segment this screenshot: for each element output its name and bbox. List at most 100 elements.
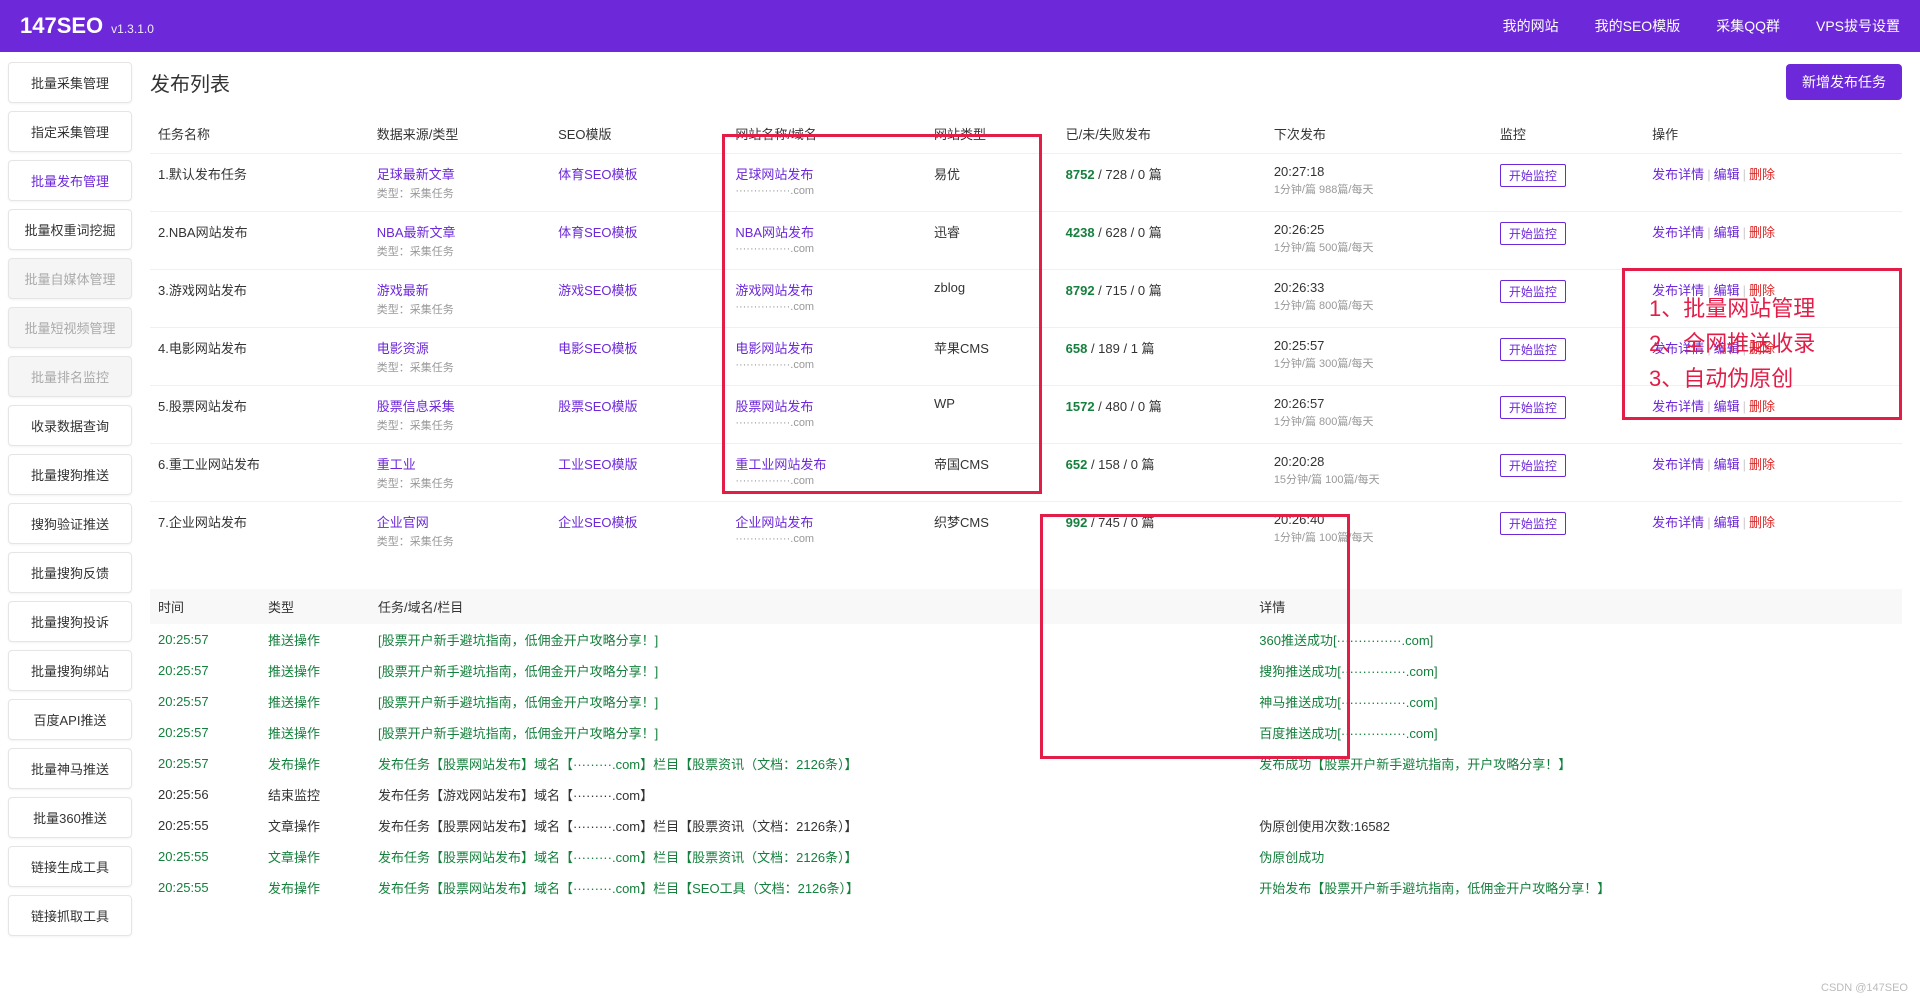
start-monitor-button[interactable]: 开始监控: [1500, 222, 1566, 245]
template-link[interactable]: 工业SEO模版: [558, 457, 637, 472]
log-detail: 搜狗推送成功[···············.com]: [1251, 655, 1902, 686]
template-link[interactable]: 电影SEO模板: [558, 341, 637, 356]
data-source: 足球最新文章类型：采集任务: [369, 154, 550, 212]
data-source: 企业官网类型：采集任务: [369, 502, 550, 560]
detail-link[interactable]: 发布详情: [1652, 225, 1704, 240]
monitor-cell: 开始监控: [1492, 444, 1644, 502]
log-detail: 发布成功【股票开户新手避坑指南，开户攻略分享！】: [1251, 748, 1902, 779]
start-monitor-button[interactable]: 开始监控: [1500, 338, 1566, 361]
detail-link[interactable]: 发布详情: [1652, 457, 1704, 472]
col-3: 网站名称/域名: [727, 114, 926, 154]
log-row: 20:25:57推送操作[股票开户新手避坑指南，低佣金开户攻略分享！]360推送…: [150, 624, 1902, 655]
source-link[interactable]: 股票信息采集: [377, 399, 455, 414]
seo-template: 体育SEO模板: [550, 154, 727, 212]
start-monitor-button[interactable]: 开始监控: [1500, 454, 1566, 477]
log-time: 20:25:57: [150, 717, 260, 748]
start-monitor-button[interactable]: 开始监控: [1500, 164, 1566, 187]
watermark: CSDN @147SEO: [1821, 982, 1908, 994]
site-link[interactable]: 电影网站发布: [735, 341, 813, 356]
delete-link[interactable]: 删除: [1749, 225, 1775, 240]
version: v1.3.1.0: [111, 22, 154, 36]
col-4: 网站类型: [926, 114, 1058, 154]
template-link[interactable]: 企业SEO模板: [558, 515, 637, 530]
sidebar-item-3[interactable]: 批量权重词挖掘: [8, 209, 132, 250]
start-monitor-button[interactable]: 开始监控: [1500, 512, 1566, 535]
log-detail: [1251, 779, 1902, 810]
site-link[interactable]: 游戏网站发布: [735, 283, 813, 298]
site-type: 苹果CMS: [926, 328, 1058, 386]
sidebar-item-10[interactable]: 批量搜狗反馈: [8, 552, 132, 593]
sidebar-item-2[interactable]: 批量发布管理: [8, 160, 132, 201]
publish-count: 652 / 158 / 0 篇: [1058, 444, 1266, 502]
template-link[interactable]: 体育SEO模板: [558, 167, 637, 182]
col-6: 下次发布: [1266, 114, 1492, 154]
site-name: 企业网站发布···············.com: [727, 502, 926, 560]
source-link[interactable]: 重工业: [377, 457, 416, 472]
source-link[interactable]: 电影资源: [377, 341, 429, 356]
next-time: 20:20:2815分钟/篇 100篇/每天: [1266, 444, 1492, 502]
log-time: 20:25:55: [150, 872, 260, 903]
sidebar-item-12[interactable]: 批量搜狗绑站: [8, 650, 132, 691]
delete-link[interactable]: 删除: [1749, 515, 1775, 530]
log-task: [股票开户新手避坑指南，低佣金开户攻略分享！]: [370, 686, 1251, 717]
next-time: 20:27:181分钟/篇 988篇/每天: [1266, 154, 1492, 212]
edit-link[interactable]: 编辑: [1714, 167, 1740, 182]
sidebar-item-1[interactable]: 指定采集管理: [8, 111, 132, 152]
site-link[interactable]: NBA网站发布: [735, 225, 814, 240]
annot-line-3: 3、自动伪原创: [1649, 361, 1875, 396]
source-link[interactable]: 足球最新文章: [377, 167, 455, 182]
top-nav: 我的网站 我的SEO模版 采集QQ群 VPS拔号设置: [1503, 16, 1900, 36]
logo: 147SEO: [20, 13, 103, 39]
publish-count: 992 / 745 / 0 篇: [1058, 502, 1266, 560]
detail-link[interactable]: 发布详情: [1652, 167, 1704, 182]
site-type: WP: [926, 386, 1058, 444]
seo-template: 电影SEO模板: [550, 328, 727, 386]
edit-link[interactable]: 编辑: [1714, 225, 1740, 240]
nav-seo-template[interactable]: 我的SEO模版: [1595, 16, 1681, 36]
edit-link[interactable]: 编辑: [1714, 457, 1740, 472]
edit-link[interactable]: 编辑: [1714, 515, 1740, 530]
source-link[interactable]: 企业官网: [377, 515, 429, 530]
col-0: 任务名称: [150, 114, 369, 154]
template-link[interactable]: 游戏SEO模板: [558, 283, 637, 298]
delete-link[interactable]: 删除: [1749, 167, 1775, 182]
template-link[interactable]: 股票SEO模版: [558, 399, 637, 414]
col-7: 监控: [1492, 114, 1644, 154]
sidebar-item-17[interactable]: 链接抓取工具: [8, 895, 132, 936]
site-link[interactable]: 企业网站发布: [735, 515, 813, 530]
log-detail: 伪原创成功: [1251, 841, 1902, 872]
start-monitor-button[interactable]: 开始监控: [1500, 396, 1566, 419]
sidebar-item-14[interactable]: 批量神马推送: [8, 748, 132, 789]
start-monitor-button[interactable]: 开始监控: [1500, 280, 1566, 303]
sidebar-item-11[interactable]: 批量搜狗投诉: [8, 601, 132, 642]
nav-qq-group[interactable]: 采集QQ群: [1716, 16, 1780, 36]
sidebar-item-9[interactable]: 搜狗验证推送: [8, 503, 132, 544]
add-publish-task-button[interactable]: 新增发布任务: [1786, 64, 1902, 100]
detail-link[interactable]: 发布详情: [1652, 515, 1704, 530]
site-name: 游戏网站发布···············.com: [727, 270, 926, 328]
sidebar-item-13[interactable]: 百度API推送: [8, 699, 132, 740]
sidebar-item-7[interactable]: 收录数据查询: [8, 405, 132, 446]
delete-link[interactable]: 删除: [1749, 457, 1775, 472]
site-link[interactable]: 足球网站发布: [735, 167, 813, 182]
site-name: 足球网站发布···············.com: [727, 154, 926, 212]
page-title: 发布列表: [150, 68, 230, 97]
col-1: 数据来源/类型: [369, 114, 550, 154]
site-link[interactable]: 重工业网站发布: [735, 457, 826, 472]
log-col-0: 时间: [150, 589, 260, 624]
source-link[interactable]: NBA最新文章: [377, 225, 456, 240]
sidebar-item-8[interactable]: 批量搜狗推送: [8, 454, 132, 495]
annot-line-1: 1、批量网站管理: [1649, 291, 1875, 326]
site-type: 迅睿: [926, 212, 1058, 270]
site-name: 电影网站发布···············.com: [727, 328, 926, 386]
sidebar-item-0[interactable]: 批量采集管理: [8, 62, 132, 103]
sidebar-item-16[interactable]: 链接生成工具: [8, 846, 132, 887]
nav-vps-dial[interactable]: VPS拔号设置: [1816, 16, 1900, 36]
sidebar-item-15[interactable]: 批量360推送: [8, 797, 132, 838]
site-link[interactable]: 股票网站发布: [735, 399, 813, 414]
source-link[interactable]: 游戏最新: [377, 283, 429, 298]
template-link[interactable]: 体育SEO模板: [558, 225, 637, 240]
nav-my-site[interactable]: 我的网站: [1503, 16, 1559, 36]
table-row: 7.企业网站发布企业官网类型：采集任务企业SEO模板企业网站发布········…: [150, 502, 1902, 560]
task-name: 3.游戏网站发布: [150, 270, 369, 328]
